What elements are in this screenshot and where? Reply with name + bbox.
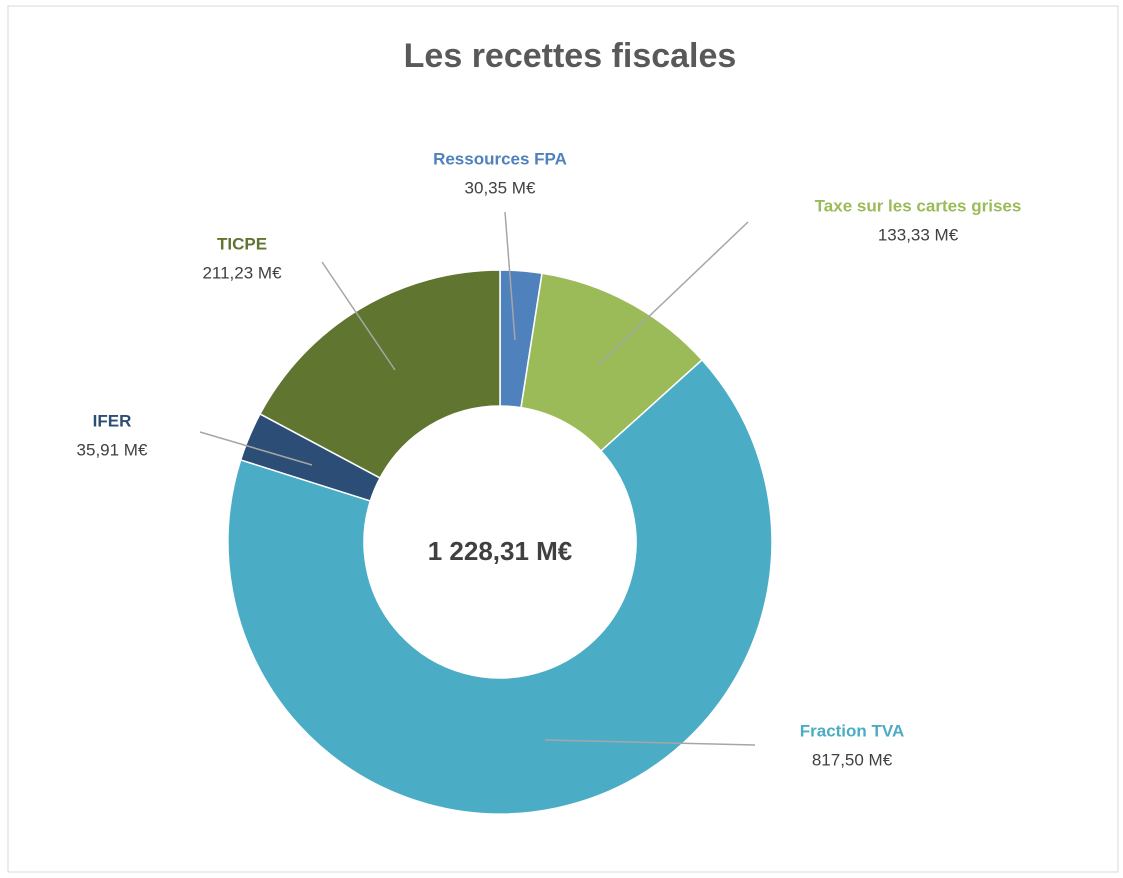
- category-label: TICPE: [217, 234, 267, 253]
- leader-line: [199, 431, 313, 466]
- donut-slice: [227, 358, 773, 815]
- leader-line: [321, 261, 396, 371]
- value-label: 211,23 M€: [202, 263, 282, 282]
- center-label: 1 228,31 M€: [428, 536, 573, 566]
- leader-line: [597, 221, 749, 366]
- leader-line: [544, 739, 756, 746]
- donut-slice: [259, 269, 501, 479]
- category-label: Fraction TVA: [800, 721, 905, 740]
- leader-line: [504, 211, 516, 341]
- value-label: 30,35 M€: [465, 178, 536, 197]
- chart-title: Les recettes fiscales: [404, 37, 737, 75]
- value-label: 817,50 M€: [812, 750, 893, 769]
- category-label: Taxe sur les cartes grises: [815, 196, 1022, 215]
- value-label: 133,33 M€: [878, 225, 959, 244]
- value-label: 35,91 M€: [77, 440, 148, 459]
- category-label: IFER: [93, 411, 132, 430]
- category-label: Ressources FPA: [433, 149, 567, 168]
